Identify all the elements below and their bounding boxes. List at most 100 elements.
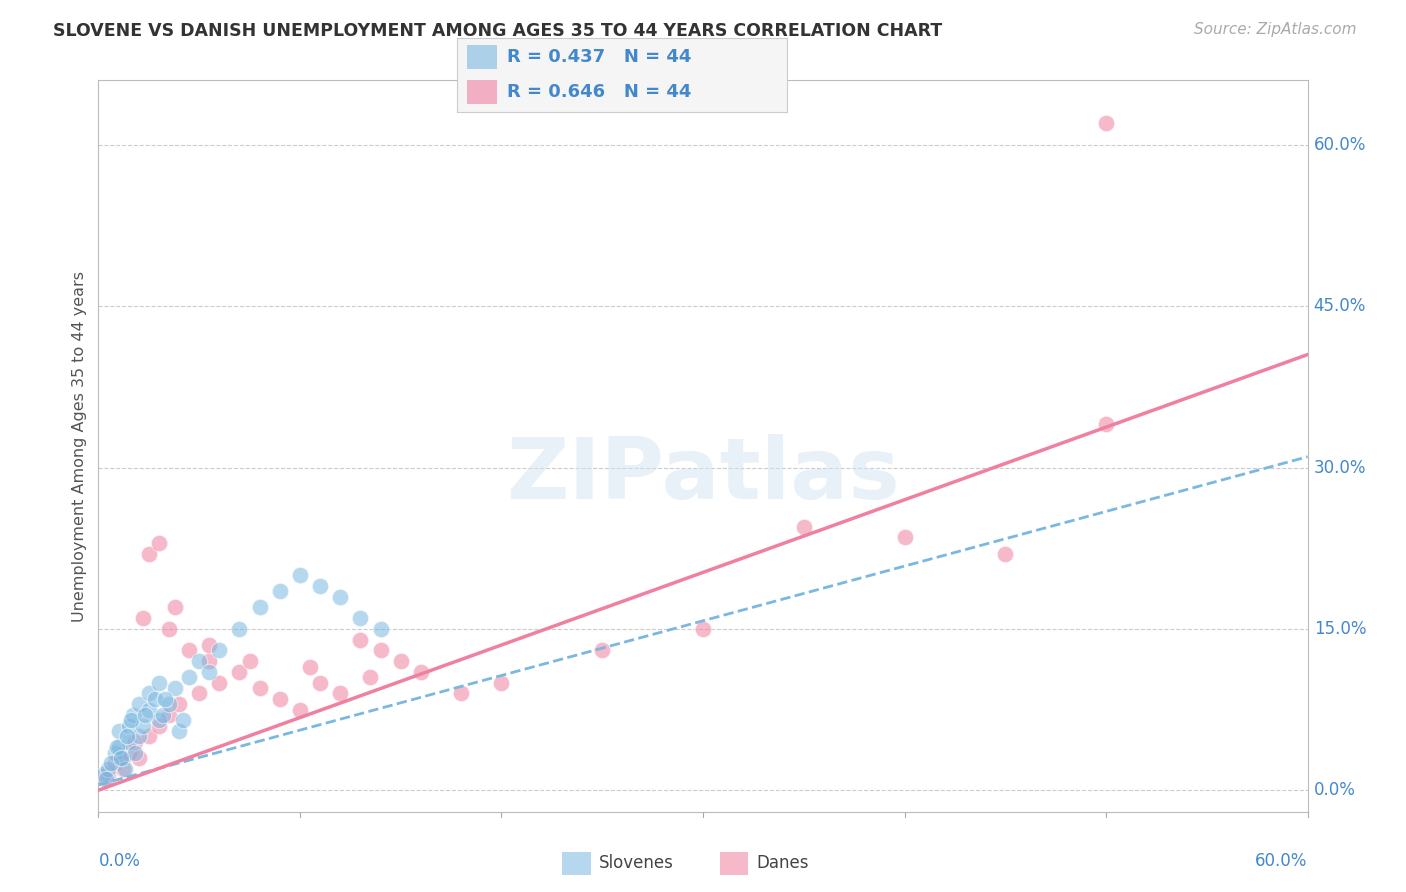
Text: SLOVENE VS DANISH UNEMPLOYMENT AMONG AGES 35 TO 44 YEARS CORRELATION CHART: SLOVENE VS DANISH UNEMPLOYMENT AMONG AGE… [53,22,942,40]
Point [1095,116,1118,130]
Point [111,762,134,776]
Point [198,638,221,652]
Point [93,767,115,781]
Point [329,686,352,700]
Point [111,751,134,765]
Point [96,772,118,787]
Point [249,681,271,695]
Point [288,702,311,716]
Point [107,740,129,755]
Point [132,611,155,625]
Point [299,659,322,673]
Point [118,735,141,749]
Point [208,643,231,657]
Point [994,547,1017,561]
Point [124,735,146,749]
Point [128,730,150,744]
Point [138,702,160,716]
Point [249,600,271,615]
Point [208,675,231,690]
Text: 60.0%: 60.0% [1313,136,1367,153]
Point [198,665,221,679]
Point [107,724,129,739]
Point [148,675,170,690]
Point [269,584,291,599]
Point [110,751,132,765]
Point [115,730,138,744]
Point [132,719,155,733]
Point [134,707,156,722]
Point [228,665,250,679]
Point [692,622,714,636]
Point [591,643,613,657]
Point [167,697,190,711]
Point [370,622,392,636]
Point [148,719,170,733]
Point [128,751,150,765]
Point [157,622,180,636]
Point [188,686,211,700]
Point [349,611,371,625]
Point [105,740,128,755]
Point [198,654,221,668]
Point [107,751,129,765]
Point [138,686,160,700]
Text: R = 0.437   N = 44: R = 0.437 N = 44 [506,47,690,66]
Point [157,707,180,722]
Point [793,519,815,533]
Point [152,707,174,722]
Point [288,568,311,582]
Point [121,707,143,722]
Point [118,719,141,733]
Point [188,654,211,668]
Point [157,697,180,711]
Bar [467,80,496,104]
Point [103,746,125,760]
Point [349,632,371,647]
Point [153,691,176,706]
Point [103,756,125,771]
Point [138,730,160,744]
Point [491,675,513,690]
Text: Slovenes: Slovenes [599,854,673,872]
Bar [467,45,496,69]
Point [309,579,332,593]
Point [239,654,262,668]
Point [309,675,332,690]
Point [167,724,190,739]
Point [143,691,166,706]
Text: ZIPatlas: ZIPatlas [506,434,900,516]
Point [172,714,194,728]
Point [124,746,146,760]
Text: 0.0%: 0.0% [98,852,141,870]
Point [370,643,392,657]
Text: 15.0%: 15.0% [1313,620,1367,638]
Text: 60.0%: 60.0% [1256,852,1308,870]
Point [450,686,472,700]
Point [389,654,412,668]
Point [269,691,291,706]
Y-axis label: Unemployment Among Ages 35 to 44 years: Unemployment Among Ages 35 to 44 years [72,270,87,622]
Point [360,670,382,684]
Point [179,670,201,684]
Point [329,590,352,604]
Point [118,746,141,760]
Text: Source: ZipAtlas.com: Source: ZipAtlas.com [1194,22,1357,37]
Point [97,767,120,781]
Point [120,714,142,728]
Point [179,643,201,657]
Point [409,665,432,679]
Point [114,762,136,776]
Bar [562,852,591,876]
Point [97,762,120,776]
Point [148,536,170,550]
Point [1095,417,1118,432]
Point [228,622,250,636]
Point [100,756,122,771]
Point [163,600,186,615]
Bar [720,852,748,876]
Point [138,547,160,561]
Text: 30.0%: 30.0% [1313,458,1367,476]
Text: Danes: Danes [756,854,808,872]
Point [128,697,150,711]
